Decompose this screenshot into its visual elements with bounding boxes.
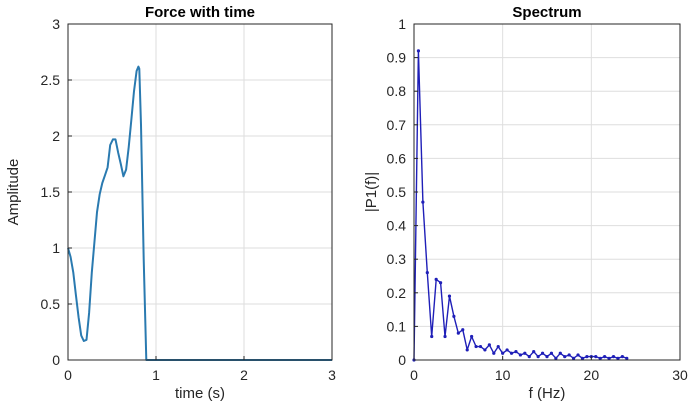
- data-point: [594, 355, 598, 359]
- data-point: [474, 344, 478, 349]
- data-point: [580, 356, 585, 360]
- data-point: [439, 281, 443, 285]
- force-chart: 0 1 2 3 0 0.5 1 1.5 2 2.5 3 Force with time time (…: [5, 4, 336, 402]
- x-tick-label: 2: [240, 367, 248, 383]
- y-tick-label: 0.3: [387, 251, 407, 267]
- data-point: [501, 351, 505, 355]
- x-tick-label: 30: [672, 367, 688, 383]
- y-tick-label: 0: [52, 352, 60, 368]
- data-point: [598, 356, 602, 360]
- data-point: [421, 200, 425, 204]
- data-point: [514, 350, 518, 354]
- data-point: [492, 351, 496, 355]
- force-x-axis-label: time (s): [175, 385, 225, 402]
- x-tick-label: 10: [495, 367, 511, 383]
- x-tick-label: 3: [328, 367, 336, 383]
- data-point: [483, 348, 487, 352]
- data-point: [443, 334, 447, 339]
- data-point: [518, 353, 523, 357]
- y-tick-label: 2: [52, 128, 60, 144]
- y-tick-label: 1: [52, 240, 60, 256]
- force-y-axis-label: Amplitude: [5, 159, 22, 226]
- data-point: [625, 356, 629, 360]
- y-tick-label: 1.5: [41, 184, 61, 200]
- data-point: [532, 350, 536, 354]
- x-tick-label: 1: [152, 367, 160, 383]
- data-point: [425, 271, 429, 275]
- x-tick-label: 0: [410, 367, 418, 383]
- y-tick-label: 0.1: [387, 318, 407, 334]
- data-point: [434, 277, 438, 281]
- data-point: [496, 344, 500, 349]
- data-point: [572, 356, 576, 360]
- spectrum-x-axis-label: f (Hz): [529, 385, 566, 402]
- y-tick-label: 0.5: [41, 296, 61, 312]
- x-tick-label: 0: [64, 367, 72, 383]
- data-point: [527, 355, 531, 359]
- y-tick-label: 0.9: [387, 50, 407, 66]
- data-point: [567, 353, 571, 357]
- x-tick-label: 20: [584, 367, 600, 383]
- y-tick-label: 0.6: [387, 150, 407, 166]
- y-tick-label: 0.8: [387, 83, 407, 99]
- data-point: [607, 356, 611, 360]
- data-point: [452, 314, 456, 318]
- data-point: [465, 348, 469, 352]
- data-point: [509, 351, 514, 355]
- force-chart-title: Force with time: [145, 4, 255, 21]
- y-tick-label: 0.2: [387, 285, 407, 301]
- spectrum-chart: 0 10 20 30 0 0.1 0.2 0.3 0.4 0.5 0.6 0.7 0.8 0.9 1 Spe…: [363, 4, 688, 402]
- data-point: [545, 355, 549, 359]
- data-point: [603, 355, 607, 359]
- y-tick-label: 0: [398, 352, 406, 368]
- force-series-line: [67, 65, 332, 361]
- y-tick-label: 0.5: [387, 184, 407, 200]
- data-point: [536, 355, 540, 359]
- spectrum-ticks: 0 10 20 30 0 0.1 0.2 0.3 0.4 0.5 0.6 0.7 0.8 0.9 1: [387, 16, 688, 383]
- data-point: [540, 351, 545, 355]
- y-tick-label: 0.4: [387, 218, 407, 234]
- data-point: [461, 328, 465, 332]
- spectrum-y-axis-label: |P1(f)|: [363, 172, 380, 212]
- y-tick-label: 2.5: [41, 72, 61, 88]
- data-point: [447, 294, 452, 298]
- data-point: [620, 355, 624, 359]
- data-point: [585, 355, 589, 359]
- force-ticks: 0 1 2 3 0 0.5 1 1.5 2 2.5 3: [41, 16, 337, 383]
- y-tick-label: 0.7: [387, 117, 407, 133]
- data-point: [416, 49, 421, 53]
- data-point: [430, 334, 434, 339]
- spectrum-markers: [412, 49, 629, 362]
- data-point: [505, 348, 509, 352]
- data-point: [478, 344, 483, 349]
- data-point: [554, 356, 558, 360]
- data-point: [563, 355, 567, 359]
- spectrum-chart-title: Spectrum: [512, 4, 581, 21]
- data-point: [611, 355, 616, 359]
- data-point: [487, 343, 491, 347]
- data-point: [523, 351, 527, 355]
- data-point: [549, 351, 554, 355]
- data-point: [470, 334, 474, 339]
- data-point: [576, 353, 580, 357]
- y-tick-label: 1: [398, 16, 406, 32]
- data-point: [456, 331, 460, 335]
- y-tick-label: 3: [52, 16, 60, 32]
- data-point: [558, 351, 562, 355]
- data-point: [616, 356, 620, 360]
